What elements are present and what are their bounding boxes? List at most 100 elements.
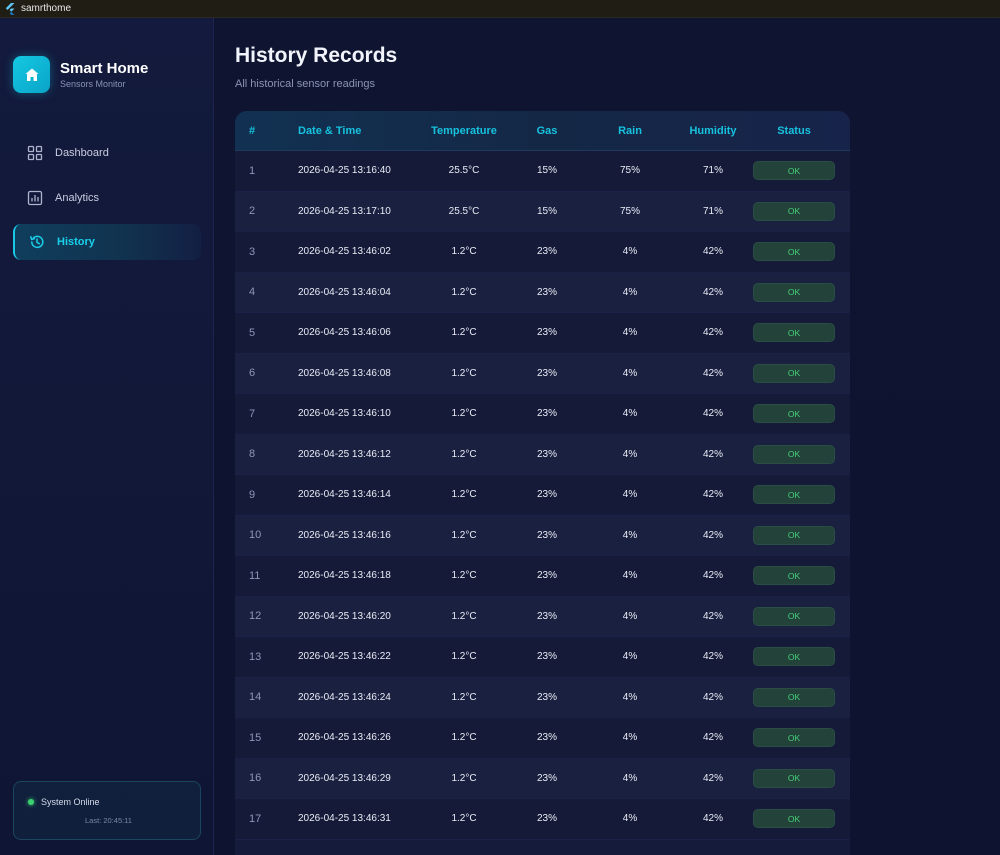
status-badge: OK <box>753 606 835 626</box>
table-row[interactable]: 6 2026-04-25 13:46:08 1.2°C 23% 4% 42% OK <box>235 353 850 394</box>
row-gas: 23% <box>536 529 557 541</box>
row-status: OK <box>738 525 850 545</box>
row-index: 7 <box>249 407 256 420</box>
row-rain: 4% <box>622 286 638 298</box>
row-status: OK <box>738 485 850 505</box>
table-row[interactable]: 11 2026-04-25 13:46:18 1.2°C 23% 4% 42% OK <box>235 556 850 597</box>
table-row[interactable]: 8 2026-04-25 13:46:12 1.2°C 23% 4% 42% OK <box>235 434 850 475</box>
table-row[interactable]: 3 2026-04-25 13:46:02 1.2°C 23% 4% 42% OK <box>235 232 850 273</box>
row-datetime: 2026-04-25 13:46:14 <box>298 489 391 501</box>
table-row[interactable]: 4 2026-04-25 13:46:04 1.2°C 23% 4% 42% OK <box>235 272 850 313</box>
row-gas: 23% <box>536 327 557 339</box>
row-humidity: 42% <box>702 327 723 339</box>
row-gas: 23% <box>536 489 557 501</box>
row-datetime: 2026-04-25 13:17:10 <box>298 205 391 217</box>
column-header-index[interactable]: # <box>249 124 256 137</box>
row-status: OK <box>738 201 850 221</box>
row-temperature: 1.2°C <box>451 408 477 420</box>
row-temperature: 1.2°C <box>451 570 477 582</box>
sidebar-item-history[interactable]: History <box>13 224 201 260</box>
row-datetime: 2026-04-25 13:46:31 <box>298 813 391 825</box>
row-temperature: 1.2°C <box>451 529 477 541</box>
last-update-time: Last: 20:45:11 <box>85 816 132 825</box>
row-index: 2 <box>249 205 256 218</box>
sidebar-item-dashboard[interactable]: Dashboard <box>13 135 201 171</box>
row-gas: 15% <box>536 205 557 217</box>
table-row[interactable]: 13 2026-04-25 13:46:22 1.2°C 23% 4% 42% OK <box>235 637 850 678</box>
row-status: OK <box>738 768 850 788</box>
row-humidity: 42% <box>702 367 723 379</box>
sidebar: Smart Home Sensors Monitor Dashboard <box>0 18 214 855</box>
row-humidity: 42% <box>702 691 723 703</box>
row-rain: 4% <box>622 813 638 825</box>
table-row[interactable]: 12 2026-04-25 13:46:20 1.2°C 23% 4% 42% OK <box>235 596 850 637</box>
status-badge: OK <box>753 242 835 262</box>
row-index: 6 <box>249 367 256 380</box>
row-temperature: 1.2°C <box>451 448 477 460</box>
row-rain: 4% <box>622 408 638 420</box>
column-header-humidity[interactable]: Humidity <box>689 124 737 137</box>
column-header-gas[interactable]: Gas <box>536 124 558 137</box>
column-header-temperature[interactable]: Temperature <box>431 124 497 137</box>
row-rain: 4% <box>622 489 638 501</box>
row-rain: 4% <box>622 246 638 258</box>
table-row[interactable]: 14 2026-04-25 13:46:24 1.2°C 23% 4% 42% OK <box>235 677 850 718</box>
brand-title: Smart Home <box>60 60 149 77</box>
table-row[interactable]: 17 2026-04-25 13:46:31 1.2°C 23% 4% 42% OK <box>235 799 850 840</box>
row-datetime: 2026-04-25 13:46:22 <box>298 651 391 663</box>
row-status: OK <box>738 323 850 343</box>
row-gas: 23% <box>536 772 557 784</box>
row-humidity: 42% <box>702 448 723 460</box>
row-temperature: 25.5°C <box>448 165 480 177</box>
row-gas: 23% <box>536 732 557 744</box>
window-titlebar: samrthome <box>0 0 1000 18</box>
home-icon <box>13 56 50 93</box>
table-row[interactable]: 9 2026-04-25 13:46:14 1.2°C 23% 4% 42% OK <box>235 475 850 516</box>
row-rain: 4% <box>622 772 638 784</box>
row-rain: 4% <box>622 691 638 703</box>
row-rain: 4% <box>622 732 638 744</box>
history-table[interactable]: # Date & Time Temperature Gas Rain Humid… <box>235 111 850 855</box>
row-datetime: 2026-04-25 13:46:20 <box>298 610 391 622</box>
row-rain: 4% <box>622 448 638 460</box>
column-header-status[interactable]: Status <box>777 124 811 137</box>
table-row[interactable]: 1 2026-04-25 13:16:40 25.5°C 15% 75% 71% OK <box>235 151 850 192</box>
row-humidity: 42% <box>702 732 723 744</box>
history-icon <box>29 234 45 250</box>
row-rain: 4% <box>622 610 638 622</box>
row-gas: 23% <box>536 286 557 298</box>
row-temperature: 1.2°C <box>451 489 477 501</box>
row-datetime: 2026-04-25 13:46:06 <box>298 327 391 339</box>
row-rain: 4% <box>622 327 638 339</box>
row-index: 4 <box>249 286 256 299</box>
table-row[interactable]: 7 2026-04-25 13:46:10 1.2°C 23% 4% 42% OK <box>235 394 850 435</box>
table-row[interactable]: 10 2026-04-25 13:46:16 1.2°C 23% 4% 42% OK <box>235 515 850 556</box>
table-row[interactable]: 15 2026-04-25 13:46:26 1.2°C 23% 4% 42% OK <box>235 718 850 759</box>
row-status: OK <box>738 363 850 383</box>
row-gas: 23% <box>536 651 557 663</box>
grid-icon <box>27 145 43 161</box>
table-row[interactable]: 5 2026-04-25 13:46:06 1.2°C 23% 4% 42% OK <box>235 313 850 354</box>
table-row[interactable]: 16 2026-04-25 13:46:29 1.2°C 23% 4% 42% OK <box>235 758 850 799</box>
sidebar-item-analytics[interactable]: Analytics <box>13 180 201 216</box>
row-status: OK <box>738 687 850 707</box>
bar-chart-icon <box>27 190 43 206</box>
row-datetime: 2026-04-25 13:16:40 <box>298 165 391 177</box>
row-gas: 23% <box>536 246 557 258</box>
row-rain: 75% <box>619 165 640 177</box>
row-rain: 4% <box>622 570 638 582</box>
column-header-datetime[interactable]: Date & Time <box>298 124 362 137</box>
row-temperature: 1.2°C <box>451 246 477 258</box>
main-content: History Records All historical sensor re… <box>215 18 1000 855</box>
row-rain: 4% <box>622 367 638 379</box>
row-humidity: 71% <box>702 165 723 177</box>
status-badge: OK <box>753 768 835 788</box>
row-gas: 23% <box>536 570 557 582</box>
table-row[interactable]: 2 2026-04-25 13:17:10 25.5°C 15% 75% 71% OK <box>235 191 850 232</box>
row-gas: 23% <box>536 408 557 420</box>
row-rain: 4% <box>622 651 638 663</box>
row-gas: 23% <box>536 813 557 825</box>
status-badge: OK <box>753 809 835 829</box>
column-header-rain[interactable]: Rain <box>618 124 642 137</box>
row-index: 16 <box>249 772 262 785</box>
